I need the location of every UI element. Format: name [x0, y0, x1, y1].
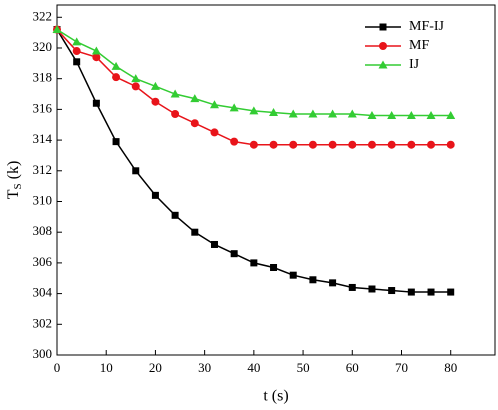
- y-tick-label: 300: [33, 346, 53, 361]
- marker-triangle: [209, 100, 219, 109]
- marker-circle: [230, 137, 239, 146]
- marker-triangle: [288, 109, 298, 118]
- x-tick-label: 80: [444, 360, 457, 375]
- marker-triangle: [91, 46, 101, 55]
- x-tick-label: 10: [100, 360, 113, 375]
- marker-circle: [210, 128, 219, 137]
- x-tick-label: 30: [198, 360, 211, 375]
- marker-circle: [407, 140, 416, 149]
- marker-triangle: [446, 111, 456, 120]
- marker-triangle: [406, 111, 416, 120]
- y-label-sub: S: [12, 183, 24, 189]
- plot-frame: [56, 4, 496, 356]
- marker-circle: [249, 140, 258, 149]
- y-tick-label: 308: [33, 223, 53, 238]
- y-tick-label: 316: [33, 100, 53, 115]
- x-tick-label: 40: [247, 360, 260, 375]
- marker-circle: [92, 53, 101, 62]
- marker-square: [388, 287, 396, 295]
- y-tick-label: 322: [33, 8, 53, 23]
- marker-triangle: [387, 111, 397, 120]
- y-tick-label: 306: [33, 254, 53, 269]
- series-line: [56, 29, 451, 146]
- marker-triangle: [150, 81, 160, 90]
- marker-circle: [427, 140, 436, 149]
- marker-square: [289, 271, 297, 279]
- marker-square: [368, 285, 376, 293]
- marker-square: [191, 228, 199, 236]
- y-tick-label: 320: [33, 39, 53, 54]
- marker-square: [427, 288, 435, 296]
- marker-triangle: [111, 61, 121, 70]
- marker-circle: [269, 140, 278, 149]
- marker-square: [309, 276, 317, 284]
- marker-triangle: [52, 25, 62, 34]
- marker-triangle: [170, 89, 180, 98]
- marker-square: [348, 283, 356, 291]
- marker-square: [210, 240, 218, 248]
- y-tick-label: 304: [33, 285, 53, 300]
- marker-circle: [328, 140, 337, 149]
- y-tick-label: 302: [33, 315, 53, 330]
- x-tick-label: 50: [297, 360, 310, 375]
- x-tick-label: 60: [346, 360, 359, 375]
- marker-circle: [387, 140, 396, 149]
- x-tick-label: 20: [149, 360, 162, 375]
- marker-circle: [289, 140, 298, 149]
- y-tick-label: 318: [33, 70, 53, 85]
- marker-triangle: [131, 74, 141, 83]
- x-tick-label: 0: [54, 360, 61, 375]
- x-tick-label: 70: [395, 360, 408, 375]
- marker-square: [447, 288, 455, 296]
- marker-square: [151, 191, 159, 199]
- legend-label: IJ: [409, 57, 420, 72]
- marker-circle: [190, 119, 199, 128]
- marker-triangle: [426, 111, 436, 120]
- y-axis-label: TS (k): [5, 161, 24, 200]
- marker-square: [329, 279, 337, 287]
- marker-triangle: [249, 106, 259, 115]
- y-tick-label: 312: [33, 162, 53, 177]
- marker-square: [270, 264, 278, 271]
- y-label-main: T: [5, 189, 22, 199]
- marker-square: [171, 211, 179, 219]
- marker-circle: [171, 109, 180, 118]
- y-tick-label: 314: [33, 131, 53, 146]
- marker-triangle: [269, 107, 279, 116]
- marker-square: [379, 23, 387, 31]
- legend-label: MF: [409, 38, 429, 53]
- marker-triangle: [229, 103, 239, 112]
- series-line: [56, 28, 451, 117]
- marker-square: [132, 167, 140, 175]
- marker-square: [230, 250, 238, 258]
- marker-square: [250, 259, 258, 267]
- marker-triangle: [72, 37, 82, 46]
- marker-circle: [151, 97, 160, 106]
- marker-triangle: [378, 60, 388, 69]
- marker-circle: [367, 140, 376, 149]
- legend-label: MF-IJ: [409, 19, 445, 34]
- marker-circle: [131, 82, 140, 91]
- marker-circle: [308, 140, 317, 149]
- x-axis-label: t (s): [263, 388, 288, 405]
- marker-square: [92, 99, 100, 107]
- marker-triangle: [190, 94, 200, 103]
- marker-triangle: [328, 109, 338, 118]
- marker-circle: [72, 47, 81, 56]
- marker-circle: [379, 42, 387, 50]
- y-tick-label: 310: [33, 192, 53, 207]
- marker-triangle: [367, 111, 377, 120]
- marker-circle: [446, 140, 455, 149]
- marker-circle: [112, 73, 121, 82]
- y-label-unit: (k): [5, 161, 22, 180]
- marker-circle: [348, 140, 357, 149]
- marker-triangle: [308, 109, 318, 118]
- marker-triangle: [347, 109, 357, 118]
- marker-square: [73, 58, 81, 66]
- marker-square: [407, 288, 415, 296]
- marker-square: [112, 138, 120, 146]
